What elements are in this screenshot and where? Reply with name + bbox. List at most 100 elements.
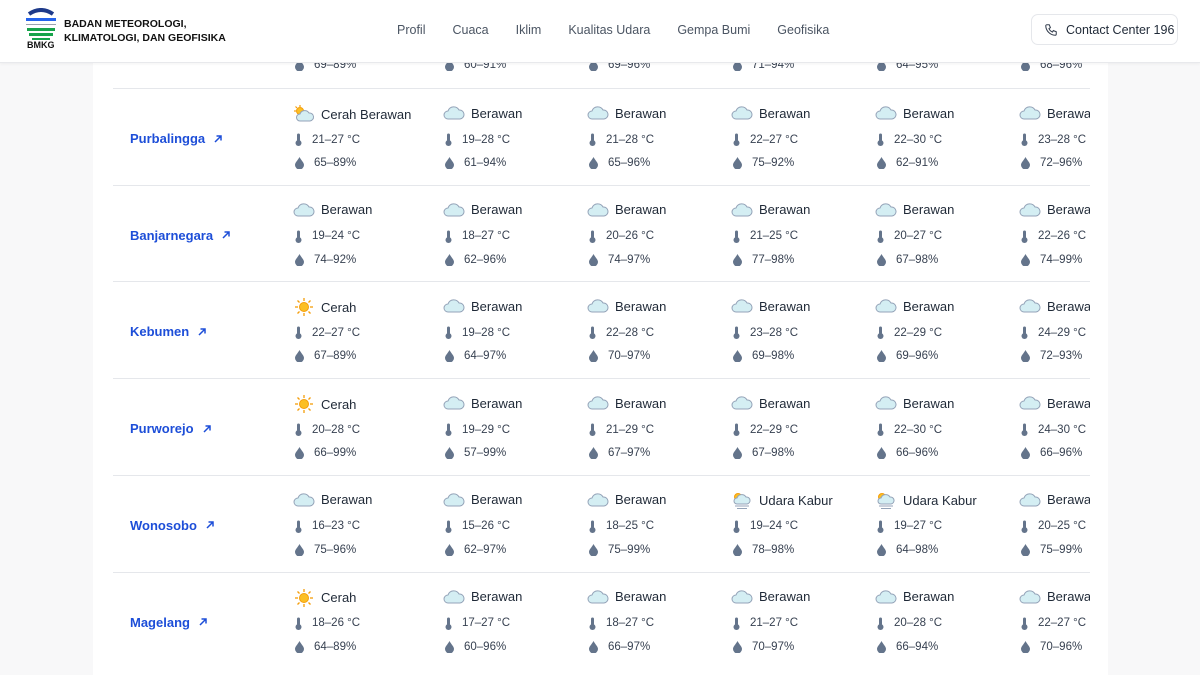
humidity-value: 69–96% [896,350,939,363]
forecast-table: 69–89% 60–91% 69–96% 71–94% 64–95% 68–96% Purb… [113,0,1090,675]
city-name: Purworejo [130,421,194,437]
bmkg-logo[interactable] [24,8,58,40]
thermometer-icon [733,326,740,340]
forecast-cell: Cerah 18–26 °C 64–89% [293,573,437,670]
condition: Berawan [587,202,666,218]
humidity-value: 60–96% [464,640,507,653]
condition-label: Berawan [615,589,667,604]
temperature: 20–28 °C [295,423,360,437]
temperature-value: 22–27 °C [1038,617,1087,629]
temperature: 23–28 °C [733,326,798,340]
city-link[interactable]: Wonosobo [130,518,215,533]
humidity-drop-icon [445,253,454,266]
forecast-cell: Berawan 23–28 °C 72–96% [1019,89,1090,186]
humidity: 67–97% [589,447,650,460]
condition-label: Berawan [759,105,811,121]
cloud-icon [731,105,759,121]
condition-label: Berawan [471,492,523,508]
humidity: 72–96% [1021,157,1082,169]
condition-label: Berawan [903,298,955,314]
temperature: 24–30 °C [1021,423,1086,437]
cloud-icon [875,395,903,411]
city-name: Kebumen [130,324,190,340]
thermometer-icon [295,423,302,437]
nav-iklim[interactable]: Iklim [515,23,542,37]
temperature: 19–24 °C [295,230,360,243]
forecast-cell: Berawan 19–29 °C 57–99% [443,379,587,476]
forecast-cell: Berawan 21–29 °C 67–97% [587,379,731,476]
thermometer-icon [733,133,740,146]
temperature-value: 18–26 °C [312,617,361,629]
condition-label: Berawan [471,105,523,121]
thermometer-icon [733,423,740,437]
temperature: 21–29 °C [589,423,654,437]
temperature-value: 19–24 °C [312,230,361,243]
temperature-value: 20–26 °C [606,230,655,243]
temperature: 22–29 °C [733,423,798,437]
humidity: 66–96% [877,447,938,460]
thermometer-icon [877,617,884,630]
condition: Berawan [443,589,522,605]
nav-gempa-bumi[interactable]: Gempa Bumi [677,23,751,37]
thermometer-icon [733,230,740,243]
cloud-icon [731,202,759,218]
humidity: 66–94% [877,640,938,653]
temperature-value: 22–27 °C [312,326,361,339]
condition-label: Berawan [321,202,373,218]
humidity-drop-icon [733,447,742,460]
temperature-value: 17–27 °C [462,617,511,629]
table-row: Magelang Cerah 18–26 °C 64–89% Berawan 17–27 … [113,571,1090,670]
thermometer-icon [877,133,884,146]
humidity-drop-icon [295,157,304,169]
city-link[interactable]: Purworejo [130,421,212,436]
thermometer-icon [733,520,740,533]
city-link[interactable]: Kebumen [130,324,207,339]
condition: Berawan [1019,105,1090,121]
condition: Berawan [587,589,666,605]
contact-center-button[interactable]: Contact Center 196 [1031,14,1178,45]
nav-kualitas-udara[interactable]: Kualitas Udara [568,23,651,37]
humidity: 78–98% [733,543,794,556]
temperature-value: 24–29 °C [1038,326,1087,339]
temperature-value: 22–30 °C [894,133,943,146]
table-row: Purworejo Cerah 20–28 °C 66–99% Berawan 19–29… [113,378,1090,475]
nav-geofisika[interactable]: Geofisika [777,23,830,37]
condition: Berawan [731,202,810,218]
condition: Berawan [587,395,666,411]
temperature: 19–24 °C [733,520,798,533]
condition: Berawan [587,492,666,508]
temperature-value: 22–30 °C [894,423,943,436]
cloud-icon [443,202,471,218]
condition: Berawan [1019,202,1090,218]
forecast-cell: Berawan 20–28 °C 66–94% [875,573,1019,670]
city-link[interactable]: Banjarnegara [130,228,231,243]
city-link[interactable]: Purbalingga [130,131,223,146]
cloud-icon [443,298,471,314]
nav-profil[interactable]: Profil [397,23,426,37]
condition: Berawan [443,105,522,121]
humidity-drop-icon [295,59,304,71]
city-link[interactable]: Magelang [130,615,208,630]
humidity-drop-icon [877,350,886,363]
nav-cuaca[interactable]: Cuaca [452,23,489,37]
forecast-cell: Udara Kabur 19–24 °C 78–98% [731,476,875,573]
humidity-drop-icon [733,350,742,363]
humidity-drop-icon [589,157,598,169]
haze-icon [875,492,903,510]
humidity-value: 70–96% [1040,640,1083,653]
humidity-drop-icon [295,640,304,653]
condition: Berawan [1019,395,1090,411]
humidity-drop-icon [589,59,598,71]
humidity-drop-icon [1021,350,1030,363]
condition: Berawan [443,202,522,218]
forecast-cell: Berawan 17–27 °C 60–96% [443,573,587,670]
condition: Berawan [1019,492,1090,508]
temperature-value: 16–23 °C [312,520,361,533]
condition: Cerah [293,588,356,607]
forecast-cell: Berawan 22–30 °C 62–91% [875,89,1019,186]
thermometer-icon [445,326,452,340]
humidity-value: 67–98% [752,447,795,460]
humidity-value: 72–93% [1040,350,1083,363]
org-name-line2: KLIMATOLOGI, DAN GEOFISIKA [64,32,226,44]
humidity-drop-icon [295,253,304,266]
